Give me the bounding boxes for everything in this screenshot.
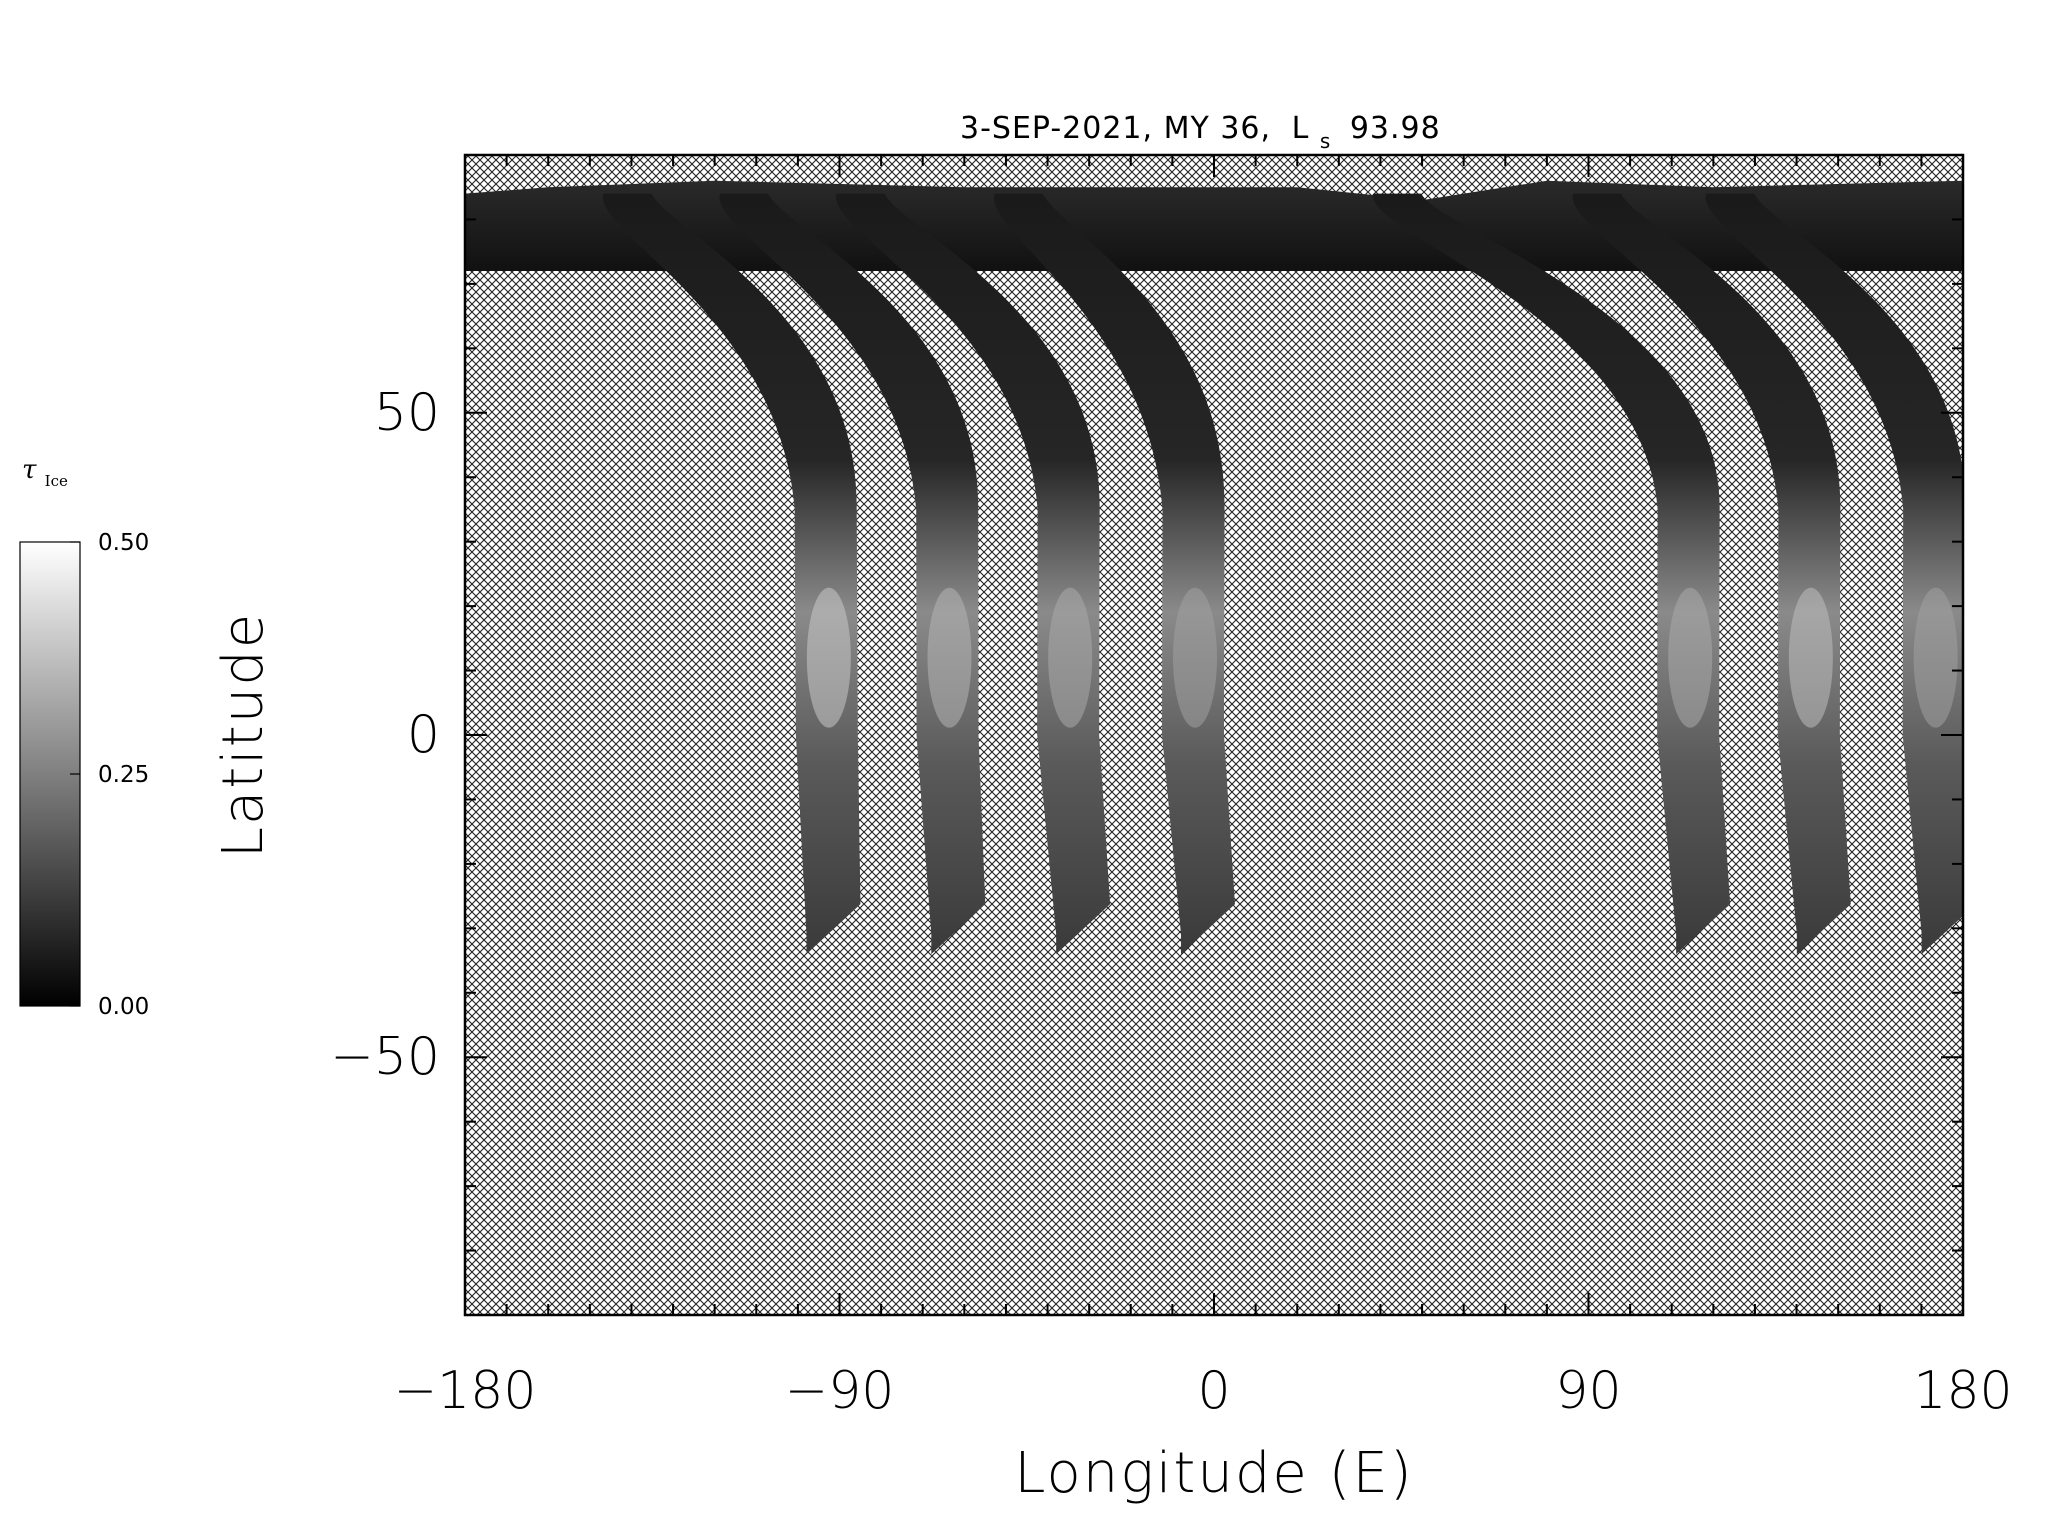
swath-3 <box>835 193 1111 955</box>
swath-shape <box>1705 193 1963 955</box>
x-tick-label: 90 <box>1555 1361 1621 1421</box>
swath-shape <box>1372 193 1731 955</box>
swath-5 <box>1372 193 1731 955</box>
ice-cloud-patch <box>1913 587 1958 728</box>
y-tick-label: 0 <box>407 705 440 765</box>
swath-shape <box>719 193 986 955</box>
ice-cloud-patch <box>806 587 851 728</box>
ice-cloud-patch <box>1048 587 1093 728</box>
x-tick-label: −180 <box>394 1361 537 1421</box>
x-tick-labels: −180 −90 0 90 180 <box>394 1361 2013 1421</box>
ice-opacity-data-layer <box>465 180 1963 955</box>
ice-cloud-patch <box>1173 587 1217 728</box>
x-tick-label: −90 <box>785 1361 895 1421</box>
axis-ticks <box>464 154 1964 1316</box>
y-axis-label: Latitude <box>211 612 276 858</box>
swath-1 <box>602 193 861 955</box>
swath-7 <box>1705 193 1963 955</box>
colorbar-label: τ Ice <box>22 455 68 490</box>
swath-shape <box>993 193 1235 955</box>
colorbar-ticks <box>70 541 80 1007</box>
x-axis-label: Longitude (E) <box>1014 1441 1413 1506</box>
swath-shape <box>1572 193 1851 955</box>
swath-6 <box>1572 193 1851 955</box>
map-title: 3-SEP-2021, MY 36, L s 93.98 <box>960 111 1441 156</box>
x-tick-label: 0 <box>1197 1361 1230 1421</box>
y-tick-label: −50 <box>330 1027 440 1087</box>
swath-shape <box>835 193 1111 955</box>
swath-shape <box>602 193 861 955</box>
ice-cloud-patch <box>1668 587 1713 728</box>
y-tick-label: 50 <box>374 383 440 443</box>
swath-2 <box>719 193 986 955</box>
ice-cloud-patch <box>927 587 972 728</box>
colorbar-tick-label: 0.00 <box>98 994 149 1020</box>
y-tick-labels: 50 0 −50 <box>330 383 440 1087</box>
ice-cloud-patch <box>1788 587 1833 728</box>
colorbar: τ Ice 0.50 0.25 0.00 <box>19 455 149 1020</box>
colorbar-tick-label: 0.50 <box>98 530 149 556</box>
x-tick-label: 180 <box>1913 1361 2012 1421</box>
swath-4 <box>993 193 1235 955</box>
colorbar-tick-label: 0.25 <box>98 762 149 788</box>
